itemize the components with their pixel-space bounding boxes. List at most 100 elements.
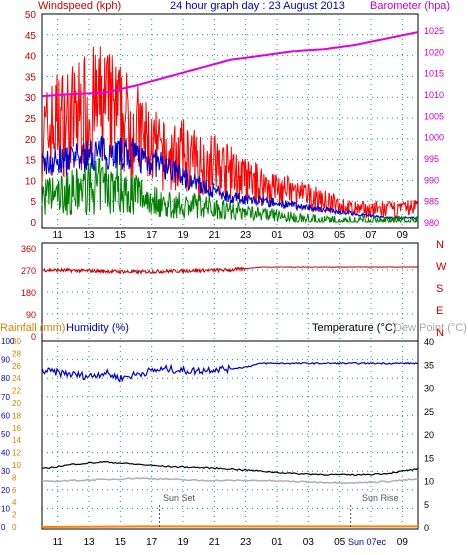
temperature-tick-20: 20: [424, 430, 434, 440]
temperature-tick-15: 15: [424, 453, 434, 463]
windspeed-tick-50: 50: [25, 10, 37, 21]
windspeed-tick-30: 30: [25, 93, 37, 104]
rainfall-tick-24: 24: [12, 374, 21, 383]
temperature-tick-35: 35: [424, 360, 434, 370]
barometer-axis-title: Barometer (hpa): [370, 0, 450, 12]
rainfall-tick-18: 18: [12, 411, 21, 420]
temperature-tick-0: 0: [424, 523, 429, 533]
bottom-xtick-01-7: 01: [271, 537, 283, 548]
windspeed-tick-40: 40: [25, 52, 37, 63]
direction-panel-frame: [41, 242, 419, 342]
windspeed-series-line: [41, 46, 419, 220]
windspeed-tick-0: 0: [30, 218, 36, 229]
windspeed-tick-10: 10: [25, 176, 37, 187]
windspeed-tick-20: 20: [25, 135, 37, 146]
compass-label-0: N: [436, 239, 444, 251]
compass-label-4: N: [436, 327, 444, 339]
rainfall-tick-0: 0: [12, 523, 17, 532]
windspeed-tick-25: 25: [25, 114, 37, 125]
top-xtick-01-7: 01: [271, 230, 283, 241]
sunset-label: Sun Set: [163, 493, 196, 503]
top-xtick-19-4: 19: [177, 230, 189, 241]
humidity-tick-80: 80: [1, 374, 10, 383]
chart-title: 24 hour graph day : 23 August 2013: [170, 0, 345, 12]
rainfall-tick-28: 28: [12, 349, 21, 358]
bottom-xtick-05-9: 05: [334, 537, 346, 548]
windspeed-grid: [42, 14, 418, 228]
bottom-xtick-03-8: 03: [303, 537, 315, 548]
direction-tick-270: 270: [21, 266, 36, 276]
top-xtick-21-5: 21: [209, 230, 221, 241]
rainfall-tick-20: 20: [12, 399, 21, 408]
barometer-tick-990: 990: [424, 175, 439, 185]
barometer-tick-1015: 1015: [424, 69, 444, 79]
bottom-xtick-15-2: 15: [115, 537, 127, 548]
temperature-tick-40: 40: [424, 337, 434, 347]
temperature-series-line: [41, 460, 419, 477]
rainfall-tick-22: 22: [12, 387, 21, 396]
humidity-tick-60: 60: [1, 411, 10, 420]
top-xtick-17-3: 17: [146, 230, 158, 241]
rainfall-tick-10: 10: [12, 461, 21, 470]
barometer-tick-1020: 1020: [424, 47, 444, 57]
rainfall-tick-4: 4: [12, 498, 17, 507]
rainfall-tick-26: 26: [12, 362, 21, 371]
temperature-tick-10: 10: [424, 477, 434, 487]
average-band-line: [41, 157, 419, 224]
bottom-xtick-11-0: 11: [52, 537, 63, 548]
rainfall-axis-title: Rainfall (mm): [0, 322, 65, 334]
temperature-tick-5: 5: [424, 500, 429, 510]
bottom-xtick-09-11: 09: [397, 537, 409, 548]
compass-label-2: S: [436, 283, 443, 295]
humidity-tick-40: 40: [1, 449, 10, 458]
rainfall-tick-16: 16: [12, 424, 21, 433]
axis-ticks: 0510152025303540455098098599099510001005…: [1, 10, 447, 548]
barometer-tick-980: 980: [424, 218, 439, 228]
direction-marks: [41, 266, 419, 275]
compass-label-3: E: [436, 305, 443, 317]
compass-label-1: W: [436, 261, 447, 273]
rainfall-series-line: [41, 525, 418, 528]
direction-tick-180: 180: [21, 288, 36, 298]
bottom-xtick-13-1: 13: [83, 537, 95, 548]
humidity-tick-0: 0: [1, 523, 6, 532]
barometer-series-line: [41, 31, 419, 98]
barometer-tick-1000: 1000: [424, 133, 444, 143]
wind-direction-line: [41, 266, 419, 275]
humidity-tick-90: 90: [1, 356, 10, 365]
temperature-axis-title: Temperature (°C): [312, 322, 396, 334]
barometer-tick-985: 985: [424, 197, 439, 207]
top-xtick-09-11: 09: [397, 230, 409, 241]
windspeed-tick-15: 15: [25, 156, 37, 167]
windspeed-tick-5: 5: [30, 197, 36, 208]
sunrise-label: Sun Rise: [362, 493, 399, 503]
top-xtick-03-8: 03: [303, 230, 315, 241]
humidity-tick-30: 30: [1, 467, 10, 476]
windspeed-axis-title: Windspeed (kph): [38, 0, 121, 12]
rainfall-tick-2: 2: [12, 511, 17, 520]
humidity-tick-70: 70: [1, 393, 10, 402]
rainfall-tick-12: 12: [12, 449, 21, 458]
humidity-tick-50: 50: [1, 430, 10, 439]
bottom-xtick-19-4: 19: [177, 537, 189, 548]
humidity-axis-title: Humidity (%): [66, 322, 129, 334]
barometer-tick-1010: 1010: [424, 90, 444, 100]
windspeed-tick-35: 35: [25, 72, 37, 83]
dewpoint-series-line: [41, 477, 419, 485]
windspeed-tick-45: 45: [25, 31, 37, 42]
top-xtick-15-2: 15: [115, 230, 127, 241]
temperature-tick-30: 30: [424, 384, 434, 394]
dewpoint-axis-title: Dew Point (°C): [394, 322, 467, 334]
barometer-tick-1025: 1025: [424, 26, 444, 36]
humidity-tick-20: 20: [1, 486, 10, 495]
barometer-tick-1005: 1005: [424, 111, 444, 121]
direction-tick-90: 90: [26, 310, 36, 320]
humidity-series-line: [41, 361, 419, 383]
bottom-xtick-17-3: 17: [146, 537, 158, 548]
direction-tick-0: 0: [31, 332, 36, 342]
rainfall-tick-30: 30: [12, 337, 21, 346]
rainfall-tick-14: 14: [12, 436, 21, 445]
barometer-tick-995: 995: [424, 154, 439, 164]
temperature-tick-25: 25: [424, 407, 434, 417]
